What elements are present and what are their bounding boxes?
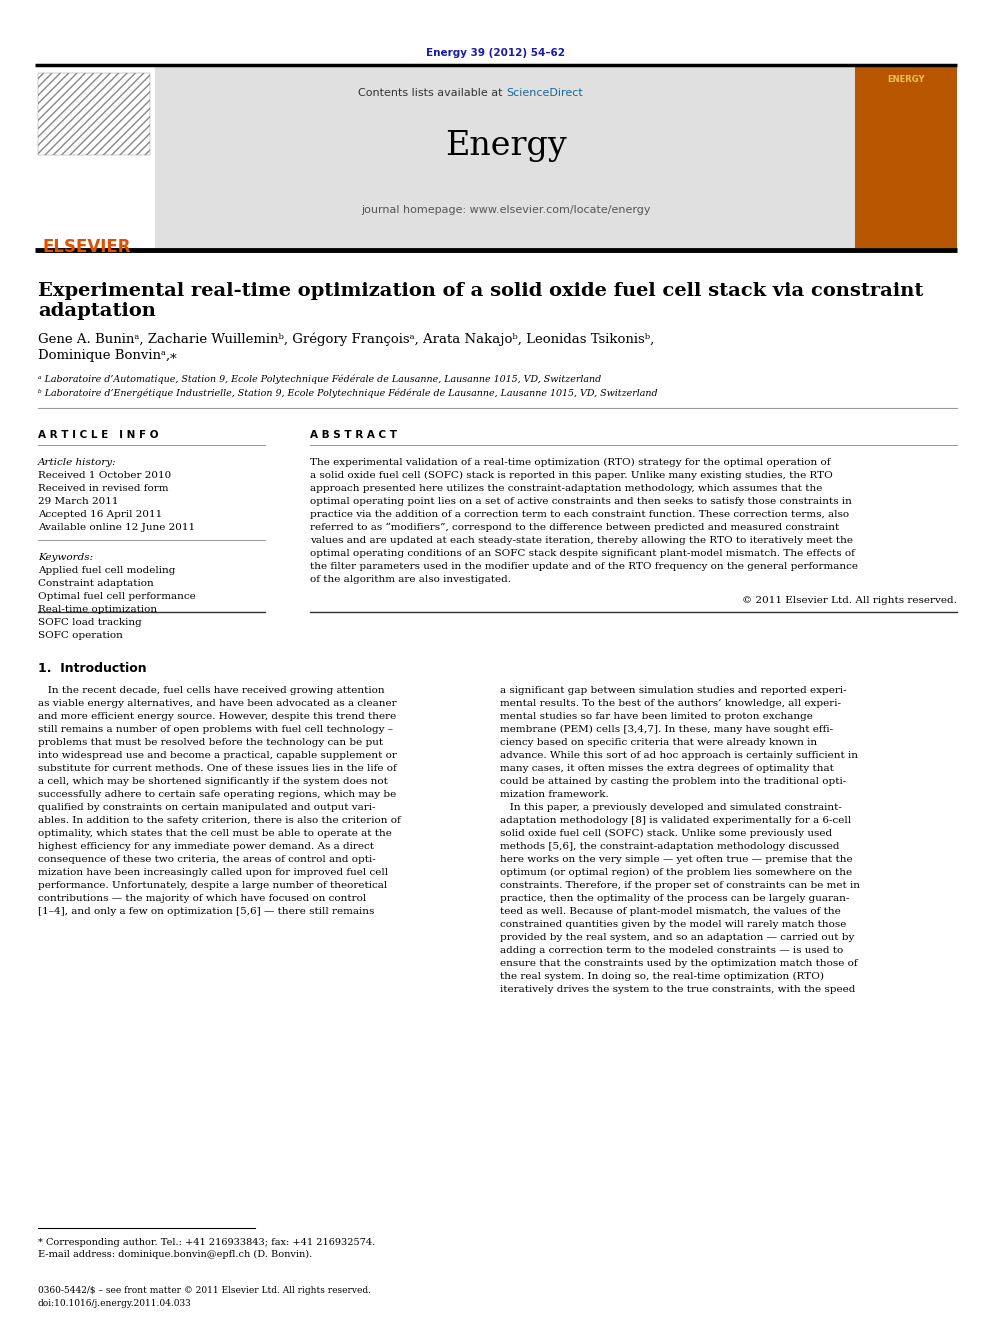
Text: methods [5,6], the constraint-adaptation methodology discussed: methods [5,6], the constraint-adaptation… [500, 841, 839, 851]
Text: a solid oxide fuel cell (SOFC) stack is reported in this paper. Unlike many exis: a solid oxide fuel cell (SOFC) stack is … [310, 471, 832, 480]
Text: Dominique Bonvinᵃ,⁎: Dominique Bonvinᵃ,⁎ [38, 349, 177, 363]
Text: a significant gap between simulation studies and reported experi-: a significant gap between simulation stu… [500, 687, 846, 695]
Text: Received in revised form: Received in revised form [38, 484, 169, 493]
Text: membrane (PEM) cells [3,4,7]. In these, many have sought effi-: membrane (PEM) cells [3,4,7]. In these, … [500, 725, 833, 734]
Bar [155, 65, 855, 247]
Text: still remains a number of open problems with fuel cell technology –: still remains a number of open problems … [38, 725, 393, 734]
Text: 1.  Introduction: 1. Introduction [38, 662, 147, 675]
Text: into widespread use and become a practical, capable supplement or: into widespread use and become a practic… [38, 751, 397, 759]
Text: as viable energy alternatives, and have been advocated as a cleaner: as viable energy alternatives, and have … [38, 699, 397, 708]
Text: successfully adhere to certain safe operating regions, which may be: successfully adhere to certain safe oper… [38, 790, 396, 799]
Text: qualified by constraints on certain manipulated and output vari-: qualified by constraints on certain mani… [38, 803, 376, 812]
Text: optimum (or optimal region) of the problem lies somewhere on the: optimum (or optimal region) of the probl… [500, 868, 852, 877]
Text: Gene A. Buninᵃ, Zacharie Wuilleminᵇ, Grégory Françoisᵃ, Arata Nakajoᵇ, Leonidas : Gene A. Buninᵃ, Zacharie Wuilleminᵇ, Gré… [38, 332, 655, 345]
Text: contributions — the majority of which have focused on control: contributions — the majority of which ha… [38, 894, 366, 904]
Text: a cell, which may be shortened significantly if the system does not: a cell, which may be shortened significa… [38, 777, 388, 786]
Text: Contents lists available at: Contents lists available at [358, 89, 506, 98]
Text: doi:10.1016/j.energy.2011.04.033: doi:10.1016/j.energy.2011.04.033 [38, 1299, 191, 1308]
Text: 29 March 2011: 29 March 2011 [38, 497, 118, 505]
Text: problems that must be resolved before the technology can be put: problems that must be resolved before th… [38, 738, 383, 747]
Text: mental studies so far have been limited to proton exchange: mental studies so far have been limited … [500, 712, 812, 721]
Text: mization framework.: mization framework. [500, 790, 609, 799]
Text: optimal operating point lies on a set of active constraints and then seeks to sa: optimal operating point lies on a set of… [310, 497, 852, 505]
Text: Energy: Energy [445, 130, 566, 161]
Text: provided by the real system, and so an adaptation — carried out by: provided by the real system, and so an a… [500, 933, 854, 942]
Text: The experimental validation of a real-time optimization (RTO) strategy for the o: The experimental validation of a real-ti… [310, 458, 830, 467]
Text: ENERGY: ENERGY [887, 75, 925, 83]
Text: and more efficient energy source. However, despite this trend there: and more efficient energy source. Howeve… [38, 712, 396, 721]
Text: highest efficiency for any immediate power demand. As a direct: highest efficiency for any immediate pow… [38, 841, 374, 851]
Text: adaptation: adaptation [38, 302, 156, 320]
Text: Keywords:: Keywords: [38, 553, 93, 562]
Text: constraints. Therefore, if the proper set of constraints can be met in: constraints. Therefore, if the proper se… [500, 881, 860, 890]
Text: of the algorithm are also investigated.: of the algorithm are also investigated. [310, 576, 511, 583]
Text: practice via the addition of a correction term to each constraint function. Thes: practice via the addition of a correctio… [310, 509, 849, 519]
Text: Applied fuel cell modeling: Applied fuel cell modeling [38, 566, 176, 576]
Text: Optimal fuel cell performance: Optimal fuel cell performance [38, 591, 195, 601]
Text: practice, then the optimality of the process can be largely guaran-: practice, then the optimality of the pro… [500, 894, 849, 904]
Bar [38, 73, 150, 155]
Text: journal homepage: www.elsevier.com/locate/energy: journal homepage: www.elsevier.com/locat… [361, 205, 651, 216]
Text: * Corresponding author. Tel.: +41 216933843; fax: +41 216932574.: * Corresponding author. Tel.: +41 216933… [38, 1238, 375, 1248]
Text: teed as well. Because of plant-model mismatch, the values of the: teed as well. Because of plant-model mis… [500, 908, 841, 916]
Text: advance. While this sort of ad hoc approach is certainly sufficient in: advance. While this sort of ad hoc appro… [500, 751, 858, 759]
Text: Constraint adaptation: Constraint adaptation [38, 579, 154, 587]
Text: iteratively drives the system to the true constraints, with the speed: iteratively drives the system to the tru… [500, 986, 855, 994]
Text: performance. Unfortunately, despite a large number of theoretical: performance. Unfortunately, despite a la… [38, 881, 387, 890]
Text: ELSEVIER: ELSEVIER [42, 238, 131, 255]
Text: optimal operating conditions of an SOFC stack despite significant plant-model mi: optimal operating conditions of an SOFC … [310, 549, 855, 558]
Text: mental results. To the best of the authors’ knowledge, all experi-: mental results. To the best of the autho… [500, 699, 841, 708]
Text: Available online 12 June 2011: Available online 12 June 2011 [38, 523, 195, 532]
Text: adding a correction term to the modeled constraints — is used to: adding a correction term to the modeled … [500, 946, 843, 955]
Text: referred to as “modifiers”, correspond to the difference between predicted and m: referred to as “modifiers”, correspond t… [310, 523, 839, 532]
Text: mization have been increasingly called upon for improved fuel cell: mization have been increasingly called u… [38, 868, 388, 877]
Text: constrained quantities given by the model will rarely match those: constrained quantities given by the mode… [500, 919, 846, 929]
Text: values and are updated at each steady-state iteration, thereby allowing the RTO : values and are updated at each steady-st… [310, 536, 853, 545]
Text: A R T I C L E   I N F O: A R T I C L E I N F O [38, 430, 159, 441]
Bar [35, 65, 155, 247]
Text: Real-time optimization: Real-time optimization [38, 605, 157, 614]
Text: adaptation methodology [8] is validated experimentally for a 6-cell: adaptation methodology [8] is validated … [500, 816, 851, 826]
Text: E-mail address: dominique.bonvin@epfl.ch (D. Bonvin).: E-mail address: dominique.bonvin@epfl.ch… [38, 1250, 312, 1259]
Text: [1–4], and only a few on optimization [5,6] — there still remains: [1–4], and only a few on optimization [5… [38, 908, 374, 916]
Text: SOFC load tracking: SOFC load tracking [38, 618, 142, 627]
Text: Accepted 16 April 2011: Accepted 16 April 2011 [38, 509, 163, 519]
Text: SOFC operation: SOFC operation [38, 631, 123, 640]
Text: could be attained by casting the problem into the traditional opti-: could be attained by casting the problem… [500, 777, 846, 786]
Text: here works on the very simple — yet often true — premise that the: here works on the very simple — yet ofte… [500, 855, 853, 864]
Text: Energy 39 (2012) 54–62: Energy 39 (2012) 54–62 [427, 48, 565, 58]
Text: ciency based on specific criteria that were already known in: ciency based on specific criteria that w… [500, 738, 817, 747]
Bar [855, 65, 957, 247]
Text: © 2011 Elsevier Ltd. All rights reserved.: © 2011 Elsevier Ltd. All rights reserved… [742, 595, 957, 605]
Text: ᵃ Laboratoire d’Automatique, Station 9, Ecole Polytechnique Fédérale de Lausanne: ᵃ Laboratoire d’Automatique, Station 9, … [38, 374, 601, 385]
Text: the real system. In doing so, the real-time optimization (RTO): the real system. In doing so, the real-t… [500, 972, 824, 982]
Text: ScienceDirect: ScienceDirect [506, 89, 582, 98]
Text: 0360-5442/$ – see front matter © 2011 Elsevier Ltd. All rights reserved.: 0360-5442/$ – see front matter © 2011 El… [38, 1286, 371, 1295]
Text: solid oxide fuel cell (SOFC) stack. Unlike some previously used: solid oxide fuel cell (SOFC) stack. Unli… [500, 830, 832, 839]
Text: substitute for current methods. One of these issues lies in the life of: substitute for current methods. One of t… [38, 763, 397, 773]
Text: Received 1 October 2010: Received 1 October 2010 [38, 471, 172, 480]
Text: the filter parameters used in the modifier update and of the RTO frequency on th: the filter parameters used in the modifi… [310, 562, 858, 572]
Text: In the recent decade, fuel cells have received growing attention: In the recent decade, fuel cells have re… [38, 687, 385, 695]
Text: Article history:: Article history: [38, 458, 117, 467]
Text: optimality, which states that the cell must be able to operate at the: optimality, which states that the cell m… [38, 830, 392, 837]
Text: consequence of these two criteria, the areas of control and opti-: consequence of these two criteria, the a… [38, 855, 376, 864]
Text: Experimental real-time optimization of a solid oxide fuel cell stack via constra: Experimental real-time optimization of a… [38, 282, 924, 300]
Text: ᵇ Laboratoire d’Energétique Industrielle, Station 9, Ecole Polytechnique Fédéral: ᵇ Laboratoire d’Energétique Industrielle… [38, 389, 658, 398]
Text: A B S T R A C T: A B S T R A C T [310, 430, 397, 441]
Text: In this paper, a previously developed and simulated constraint-: In this paper, a previously developed an… [500, 803, 842, 812]
Text: many cases, it often misses the extra degrees of optimality that: many cases, it often misses the extra de… [500, 763, 834, 773]
Text: ables. In addition to the safety criterion, there is also the criterion of: ables. In addition to the safety criteri… [38, 816, 401, 826]
Text: approach presented here utilizes the constraint-adaptation methodology, which as: approach presented here utilizes the con… [310, 484, 822, 493]
Text: ensure that the constraints used by the optimization match those of: ensure that the constraints used by the … [500, 959, 858, 968]
